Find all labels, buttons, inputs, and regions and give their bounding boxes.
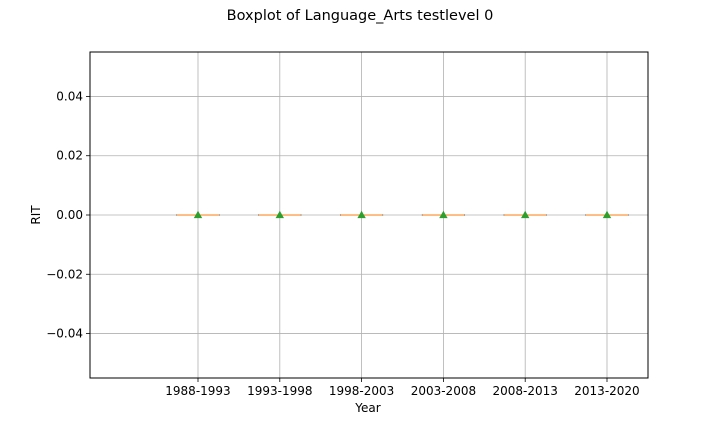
- box-mean-marker: [193, 210, 203, 219]
- x-tick-label: 1988-1993: [165, 384, 230, 398]
- box-group: [585, 210, 629, 219]
- box-mean-marker: [439, 210, 448, 219]
- x-tick-label: 1993-1998: [247, 384, 312, 398]
- y-tick-label: 0.04: [56, 89, 83, 103]
- x-axis-ticks: 1988-1993 1993-1998 1998-2003 2003-2008 2008…: [165, 378, 640, 398]
- box-group: [176, 210, 220, 219]
- box-group: [340, 210, 384, 219]
- y-tick-label: 0.00: [56, 208, 83, 222]
- y-axis-label: RIT: [29, 205, 43, 225]
- box-group: [421, 210, 465, 219]
- box-group: [258, 210, 302, 219]
- x-tick-label: 2008-2013: [492, 384, 557, 398]
- y-tick-label: −0.02: [46, 267, 83, 281]
- box-mean-marker: [275, 210, 284, 219]
- box-mean-marker: [521, 210, 530, 219]
- box-mean-marker: [357, 210, 366, 219]
- x-tick-label: 2013-2020: [574, 384, 639, 398]
- x-tick-label: 1998-2003: [329, 384, 394, 398]
- y-tick-label: 0.02: [56, 149, 83, 163]
- y-tick-label: −0.04: [46, 327, 83, 341]
- chart-title: Boxplot of Language_Arts testlevel 0: [227, 8, 494, 24]
- x-axis-label: Year: [354, 401, 380, 415]
- box-marks: [176, 210, 629, 219]
- box-mean-marker: [602, 210, 612, 219]
- x-tick-label: 2003-2008: [411, 384, 476, 398]
- y-axis-ticks: −0.04 −0.02 0.00 0.02 0.04: [46, 89, 90, 341]
- box-group: [503, 210, 547, 219]
